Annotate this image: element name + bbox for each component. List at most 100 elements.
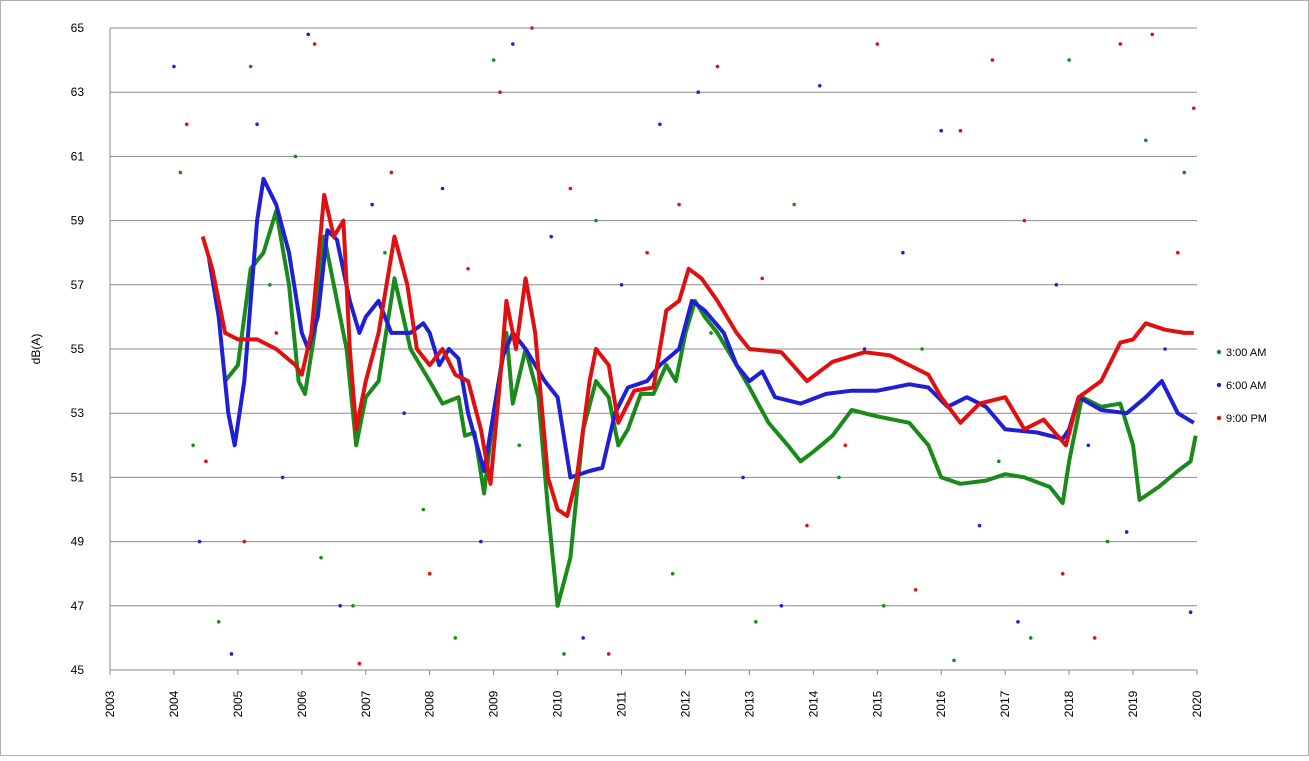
- data-point: [370, 202, 374, 207]
- data-point: [1188, 610, 1193, 615]
- legend-marker: [1216, 382, 1222, 388]
- data-point: [594, 218, 598, 223]
- data-point: [229, 652, 234, 656]
- x-tick-label: 2020: [1190, 690, 1204, 717]
- data-point: [383, 250, 387, 255]
- x-tick-label: 2007: [359, 690, 373, 717]
- data-point: [996, 459, 1001, 464]
- data-point: [530, 26, 534, 30]
- data-point: [184, 122, 189, 127]
- x-tick-label: 2004: [167, 690, 181, 717]
- data-point: [837, 475, 841, 480]
- data-point: [990, 58, 995, 62]
- data-point: [920, 347, 924, 351]
- legend-marker: [1216, 349, 1222, 355]
- data-point: [619, 283, 624, 287]
- data-point: [1163, 347, 1167, 351]
- data-point: [1022, 218, 1027, 223]
- data-point: [466, 266, 470, 271]
- data-point: [901, 250, 905, 255]
- y-tick-label: 59: [71, 214, 85, 228]
- y-tick-label: 57: [71, 278, 85, 292]
- x-tick-label: 2018: [1062, 690, 1076, 717]
- data-point: [1144, 138, 1148, 143]
- data-point: [958, 128, 963, 133]
- x-tick-label: 2010: [551, 690, 565, 717]
- data-point: [715, 64, 720, 69]
- data-point: [293, 154, 298, 159]
- data-point: [1182, 170, 1187, 175]
- data-point: [338, 604, 342, 608]
- y-tick-label: 53: [71, 406, 85, 420]
- data-point: [427, 571, 432, 576]
- data-point: [178, 170, 183, 175]
- x-tick-label: 2011: [615, 691, 629, 717]
- y-tick-label: 49: [71, 535, 85, 549]
- x-tick-label: 2015: [870, 690, 884, 717]
- y-tick-label: 45: [71, 663, 85, 677]
- data-point: [242, 539, 247, 544]
- x-tick-label: 2008: [423, 690, 437, 717]
- data-point: [741, 475, 745, 480]
- data-point: [754, 620, 758, 624]
- legend-label: 6:00 AM: [1226, 380, 1266, 392]
- data-point: [1092, 636, 1097, 640]
- data-point: [645, 250, 649, 255]
- data-point: [881, 604, 886, 608]
- x-tick-label: 2016: [934, 690, 948, 717]
- data-point: [862, 347, 867, 351]
- data-point: [517, 443, 522, 448]
- data-point: [197, 539, 202, 544]
- y-tick-label: 63: [71, 85, 85, 99]
- data-point: [581, 636, 585, 640]
- data-point: [670, 571, 675, 576]
- data-point: [319, 555, 323, 560]
- data-point: [1054, 283, 1059, 287]
- y-tick-label: 51: [71, 470, 85, 484]
- data-point: [479, 539, 483, 544]
- data-point: [191, 443, 195, 448]
- data-point: [1176, 250, 1180, 255]
- data-point: [351, 604, 355, 608]
- data-point: [562, 652, 566, 656]
- x-tick-label: 2017: [998, 690, 1012, 717]
- data-point: [172, 64, 176, 69]
- data-point: [268, 283, 272, 287]
- x-tick-label: 2003: [103, 690, 117, 717]
- data-point: [760, 276, 764, 281]
- data-point: [805, 523, 809, 528]
- data-point: [779, 604, 784, 608]
- data-point: [977, 523, 982, 528]
- data-point: [312, 42, 317, 46]
- y-tick-label: 55: [71, 342, 85, 356]
- data-point: [658, 122, 662, 127]
- data-point: [952, 658, 956, 663]
- x-tick-label: 2019: [1126, 690, 1140, 717]
- data-point: [389, 170, 394, 175]
- data-point: [274, 331, 279, 335]
- trend-line: [200, 192, 1194, 518]
- data-point: [440, 186, 445, 191]
- data-point: [1060, 571, 1065, 576]
- data-point: [1192, 106, 1196, 111]
- x-tick-label: 2013: [742, 690, 756, 717]
- x-tick-label: 2012: [678, 690, 692, 717]
- data-point: [216, 620, 221, 624]
- data-point: [1105, 539, 1110, 544]
- y-tick-label: 61: [71, 149, 85, 163]
- data-point: [1016, 620, 1020, 624]
- x-tick-label: 2009: [487, 690, 501, 717]
- data-point: [1124, 530, 1129, 534]
- trend-line: [207, 176, 1195, 480]
- data-point: [498, 90, 502, 94]
- data-point: [248, 64, 253, 69]
- data-point: [1067, 58, 1071, 62]
- y-axis-label: dB(A): [29, 334, 43, 365]
- data-point: [606, 652, 611, 656]
- data-point: [549, 234, 553, 239]
- data-point: [511, 42, 515, 46]
- data-point: [306, 32, 311, 37]
- data-point: [357, 661, 362, 666]
- y-tick-label: 47: [71, 599, 85, 613]
